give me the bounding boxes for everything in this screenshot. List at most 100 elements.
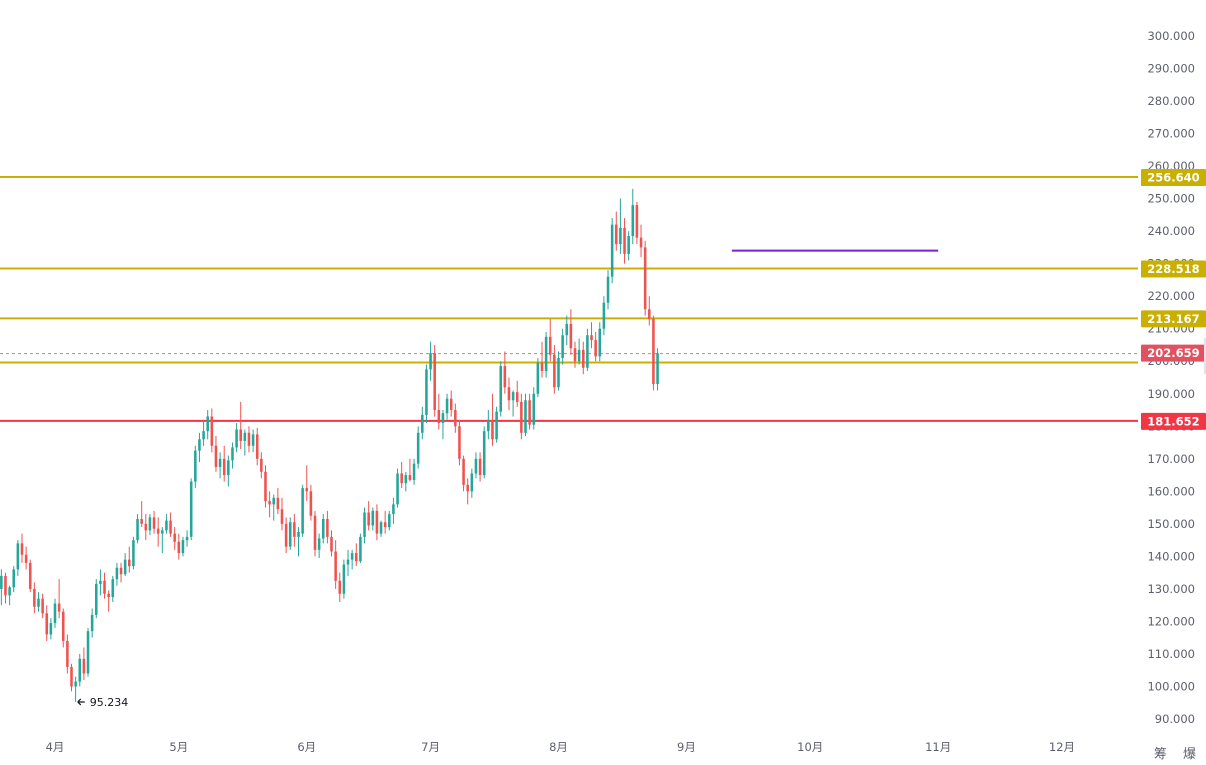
candle-body — [173, 533, 176, 542]
price-tick-label: 130.000 — [1147, 582, 1195, 596]
candle-body — [408, 475, 412, 480]
candle-body — [12, 569, 16, 588]
candle-body — [297, 531, 300, 537]
price-tick-label: 110.000 — [1147, 647, 1195, 661]
candle-body — [317, 538, 321, 550]
candle-body — [586, 335, 589, 368]
candle-body — [491, 419, 494, 440]
candle-body — [20, 543, 24, 555]
candle-body — [140, 518, 143, 524]
level-price-tag-bg — [1141, 412, 1206, 430]
candle-body — [565, 323, 569, 336]
candle-body — [235, 429, 238, 448]
candle-body — [119, 567, 123, 575]
candle-body — [90, 614, 94, 632]
candle-body — [231, 447, 234, 461]
candle-body — [33, 588, 36, 607]
candle-body — [189, 481, 193, 537]
candle-body — [239, 429, 242, 441]
candle-body — [602, 302, 606, 329]
candle-body — [255, 434, 259, 459]
candle-body — [293, 522, 296, 537]
candle-body — [631, 205, 635, 237]
candle-body — [37, 598, 40, 607]
level-price-tag: 213.167 — [1147, 312, 1199, 326]
candle-body — [123, 559, 127, 575]
time-tick-label: 11月 — [925, 740, 951, 754]
candle-body — [313, 515, 317, 550]
candle-body — [49, 623, 53, 635]
price-tick-label: 90.000 — [1155, 712, 1195, 726]
candle-body — [544, 336, 548, 371]
candle-body — [581, 349, 585, 368]
candle-body — [388, 514, 391, 528]
candle-body — [177, 541, 181, 554]
candle-body — [8, 587, 11, 596]
candle-body — [445, 398, 449, 414]
candle-body — [441, 413, 445, 424]
candle-body — [466, 484, 469, 492]
candle-body — [470, 473, 474, 492]
candle-body — [474, 458, 478, 474]
price-tick-label: 120.000 — [1147, 614, 1195, 628]
candle-body — [334, 551, 337, 581]
candle-body — [540, 362, 544, 371]
candle-body — [222, 458, 226, 476]
candle-body — [548, 336, 552, 355]
candle-body — [437, 410, 441, 424]
candle-body — [396, 473, 399, 505]
candle-body — [367, 512, 370, 526]
candle-body — [594, 340, 597, 357]
candle-body — [99, 580, 102, 585]
candle-body — [338, 580, 342, 594]
candle-body — [309, 491, 313, 516]
level-price-tag-bg — [1141, 169, 1206, 187]
candle-body — [144, 523, 148, 531]
candle-body — [280, 509, 284, 524]
candle-body — [495, 411, 498, 440]
candle-body — [520, 401, 523, 433]
candle-body — [185, 536, 189, 541]
candle-body — [169, 520, 172, 534]
candle-body — [433, 353, 436, 411]
candle-body — [379, 522, 383, 534]
level-price-tag-bg — [1141, 310, 1206, 328]
candle-body — [103, 580, 106, 594]
candle-body — [28, 562, 32, 589]
candle-body — [416, 432, 420, 464]
candle-body — [0, 575, 3, 589]
candle-body — [400, 473, 403, 484]
candle-body — [429, 353, 432, 370]
price-tick-label: 190.000 — [1147, 387, 1195, 401]
candle-body — [227, 460, 230, 476]
candle-body — [363, 512, 366, 537]
candle-body — [499, 366, 503, 412]
candle-body — [78, 658, 82, 682]
candle-body — [210, 416, 214, 446]
level-price-tag: 228.518 — [1147, 262, 1199, 276]
price-tick-label: 170.000 — [1147, 452, 1195, 466]
candle-body — [107, 593, 110, 598]
price-tick-label: 300.000 — [1147, 29, 1195, 43]
price-tick-label: 150.000 — [1147, 517, 1195, 531]
scale-edge-handle[interactable] — [1204, 338, 1206, 374]
candle-body — [478, 458, 482, 476]
candle-body — [53, 603, 57, 624]
candle-body — [346, 559, 350, 565]
candle-body — [247, 432, 251, 446]
candle-body — [301, 488, 304, 534]
time-tick-label: 9月 — [677, 740, 696, 754]
candle-body — [82, 658, 86, 674]
candle-body — [41, 598, 44, 614]
candle-body — [128, 559, 131, 567]
candle-body — [214, 445, 218, 467]
candle-body — [482, 431, 486, 476]
candle-body — [136, 518, 139, 541]
candle-body — [449, 398, 453, 411]
candle-body — [383, 522, 387, 528]
watermark-text: 筹 爆 — [1153, 747, 1202, 762]
candle-body — [536, 362, 540, 394]
price-tick-label: 250.000 — [1147, 192, 1195, 206]
